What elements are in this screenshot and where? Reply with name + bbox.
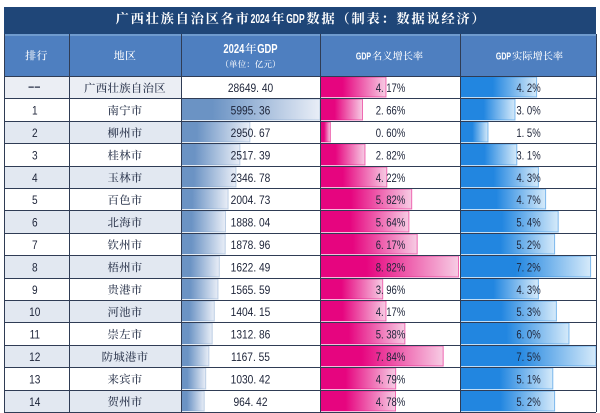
svg-text:2. 82%: 2. 82% (376, 149, 406, 162)
svg-text:1030. 42: 1030. 42 (231, 374, 271, 387)
svg-text:6. 17%: 6. 17% (376, 239, 406, 252)
svg-text:13: 13 (29, 374, 40, 387)
svg-text:5. 2%: 5. 2% (516, 396, 541, 409)
svg-text:7. 2%: 7. 2% (516, 261, 541, 274)
svg-text:10: 10 (29, 307, 40, 320)
svg-text:5995. 36: 5995. 36 (231, 105, 271, 118)
svg-text:964. 42: 964. 42 (234, 396, 268, 409)
svg-text:4. 17%: 4. 17% (376, 306, 406, 319)
svg-text:2950. 67: 2950. 67 (231, 127, 271, 140)
svg-text:5. 38%: 5. 38% (376, 329, 406, 342)
svg-text:4. 79%: 4. 79% (376, 373, 406, 386)
svg-text:2024: 2024 (251, 13, 270, 27)
svg-text:4. 2%: 4. 2% (516, 82, 541, 95)
svg-text:4. 22%: 4. 22% (376, 172, 406, 185)
svg-text:2004. 73: 2004. 73 (231, 195, 271, 208)
svg-text:28649. 40: 28649. 40 (228, 83, 273, 96)
svg-text:1167. 55: 1167. 55 (231, 351, 270, 364)
svg-text:4. 3%: 4. 3% (516, 172, 541, 185)
svg-text:1. 5%: 1. 5% (516, 127, 541, 140)
svg-text:12: 12 (29, 351, 40, 364)
svg-text:4. 78%: 4. 78% (376, 396, 406, 409)
svg-text:9: 9 (32, 284, 38, 297)
svg-text:4. 3%: 4. 3% (516, 284, 541, 297)
svg-text:4. 7%: 4. 7% (516, 194, 541, 207)
svg-text:1312. 86: 1312. 86 (231, 329, 271, 342)
svg-text:2346. 78: 2346. 78 (231, 172, 271, 185)
svg-text:5. 3%: 5. 3% (516, 306, 541, 319)
svg-text:5. 2%: 5. 2% (516, 239, 541, 252)
svg-text:2. 66%: 2. 66% (376, 105, 406, 118)
svg-text:2: 2 (32, 127, 38, 140)
svg-text:5. 64%: 5. 64% (376, 217, 406, 230)
svg-text:3. 0%: 3. 0% (516, 105, 541, 118)
svg-text:1404. 15: 1404. 15 (231, 307, 271, 320)
svg-text:2024: 2024 (223, 43, 245, 57)
svg-text:3. 96%: 3. 96% (376, 284, 406, 297)
svg-text:1: 1 (32, 105, 38, 118)
svg-text:6. 0%: 6. 0% (516, 329, 541, 342)
svg-text:5. 4%: 5. 4% (516, 217, 541, 230)
svg-text:GDP: GDP (286, 13, 304, 27)
svg-text:GDP: GDP (356, 50, 371, 62)
svg-text:3: 3 (32, 150, 38, 163)
svg-text:1565. 59: 1565. 59 (231, 284, 271, 297)
svg-text:14: 14 (29, 396, 40, 409)
svg-text:7. 5%: 7. 5% (516, 351, 541, 364)
svg-text:7: 7 (32, 239, 38, 252)
svg-text:2517. 39: 2517. 39 (231, 150, 271, 163)
svg-text:7. 84%: 7. 84% (376, 351, 406, 364)
svg-text:5. 1%: 5. 1% (516, 373, 541, 386)
svg-text:3. 1%: 3. 1% (516, 149, 541, 162)
svg-text:5: 5 (32, 195, 38, 208)
svg-text:8. 82%: 8. 82% (376, 261, 406, 274)
svg-text:0. 60%: 0. 60% (376, 127, 406, 140)
svg-text:GDP: GDP (496, 50, 511, 62)
svg-text:5. 82%: 5. 82% (376, 194, 406, 207)
svg-text:1622. 49: 1622. 49 (231, 262, 271, 275)
svg-text:11: 11 (30, 329, 40, 342)
svg-text:6: 6 (32, 217, 38, 230)
svg-text:1878. 96: 1878. 96 (231, 239, 271, 252)
svg-text:4. 17%: 4. 17% (376, 82, 406, 95)
svg-text:1888. 04: 1888. 04 (231, 217, 271, 230)
svg-text:4: 4 (32, 172, 38, 185)
svg-text:8: 8 (32, 262, 38, 275)
svg-text:GDP: GDP (257, 43, 278, 57)
